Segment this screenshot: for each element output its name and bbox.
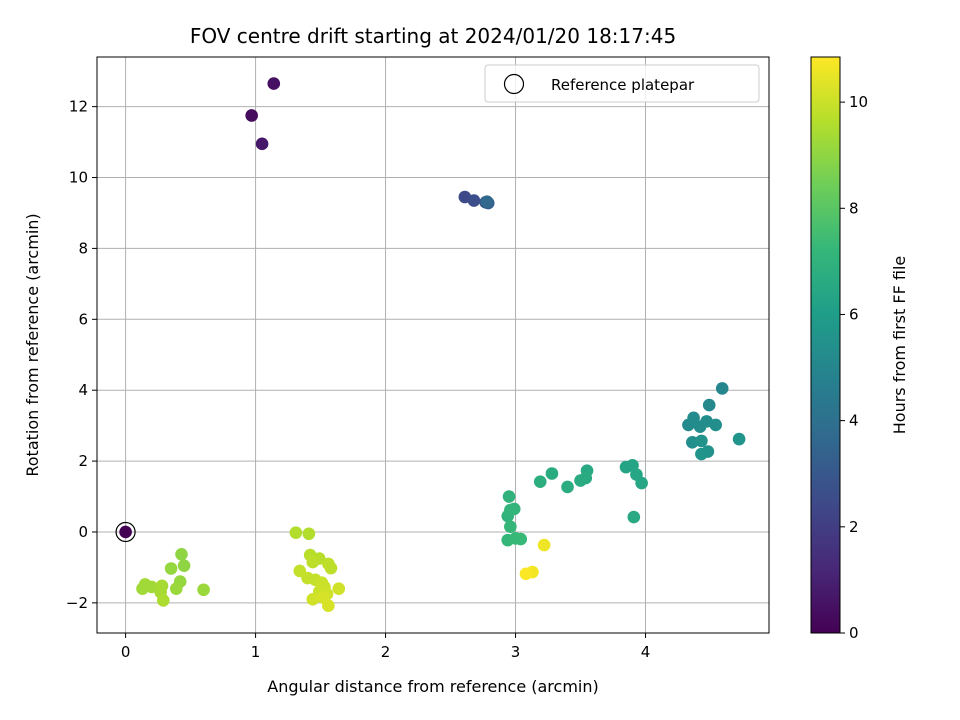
legend-box (484, 64, 760, 103)
data-point (709, 418, 723, 432)
data-point (302, 527, 316, 541)
plot-area-frame (96, 56, 770, 634)
data-point (561, 480, 574, 494)
colorbar: 0 2 4 6 8 10 Hours from first FF file (810, 56, 909, 642)
data-point (169, 582, 183, 595)
data-point (545, 467, 559, 480)
colorbar-tick-label: 4 (849, 412, 859, 430)
x-tick-label: 0 (121, 643, 131, 661)
data-point (324, 561, 338, 575)
y-tick-label: 2 (78, 452, 88, 470)
x-tick-label: 4 (641, 643, 651, 661)
data-point (504, 503, 517, 517)
data-point (579, 471, 593, 485)
y-tick-label: 8 (78, 239, 88, 257)
data-point (175, 548, 188, 561)
y-tick-label: −2 (66, 594, 88, 612)
data-point (682, 418, 695, 432)
y-tick-label: 12 (69, 98, 88, 116)
data-point (514, 532, 528, 546)
data-point (519, 567, 533, 581)
data-point (695, 447, 708, 461)
colorbar-ticks: 0 2 4 6 8 10 (840, 93, 868, 642)
data-point (467, 194, 481, 207)
data-point (164, 562, 178, 575)
y-tick-label: 0 (78, 523, 88, 541)
colorbar-tick-label: 8 (849, 199, 859, 217)
colorbar-tick-label: 10 (849, 93, 868, 111)
grid-lines (97, 57, 769, 633)
legend-marker-reference (503, 73, 525, 95)
data-point (267, 77, 281, 90)
y-axis-label: Rotation from reference (arcmin) (23, 213, 42, 476)
data-point (332, 582, 346, 595)
data-point (136, 582, 149, 595)
legend-entry-label: Reference platepar (551, 76, 695, 94)
data-point (480, 195, 494, 208)
colorbar-tick-label: 2 (849, 518, 859, 536)
data-point (537, 538, 551, 552)
data-point (289, 526, 303, 539)
x-axis-ticks: 0 1 2 3 4 (121, 633, 650, 661)
colorbar-gradient (810, 56, 841, 634)
y-tick-label: 10 (69, 169, 88, 187)
data-point (306, 593, 320, 606)
data-point (245, 109, 258, 122)
data-point (533, 475, 547, 488)
data-point (322, 599, 335, 613)
data-point (695, 434, 708, 448)
y-axis-ticks: −2 0 2 4 6 8 10 12 (66, 98, 97, 612)
data-point (702, 398, 716, 412)
data-point (255, 137, 269, 151)
colorbar-tick-label: 6 (849, 305, 859, 323)
colorbar-tick-label: 0 (849, 624, 859, 642)
x-axis-label: Angular distance from reference (arcmin) (267, 677, 598, 696)
data-point (306, 555, 320, 569)
legend: Reference platepar (484, 64, 760, 103)
y-tick-label: 6 (78, 310, 88, 328)
x-tick-label: 1 (251, 643, 261, 661)
y-tick-label: 4 (78, 381, 88, 399)
data-point (504, 520, 517, 533)
data-point (715, 382, 729, 395)
x-tick-label: 3 (511, 643, 521, 661)
data-point (693, 420, 707, 434)
reference-marker-group (115, 521, 136, 543)
data-point (732, 432, 746, 446)
reference-point (119, 525, 132, 539)
data-point (197, 583, 210, 597)
data-point (156, 594, 170, 607)
data-point (177, 559, 191, 572)
data-point (502, 490, 516, 503)
chart-title: FOV centre drift starting at 2024/01/20 … (190, 24, 676, 48)
data-point (635, 476, 648, 490)
reference-platepar-marker (115, 521, 136, 543)
data-points (136, 77, 746, 613)
colorbar-label: Hours from first FF file (890, 256, 909, 435)
data-point (627, 510, 641, 524)
x-tick-label: 2 (381, 643, 391, 661)
